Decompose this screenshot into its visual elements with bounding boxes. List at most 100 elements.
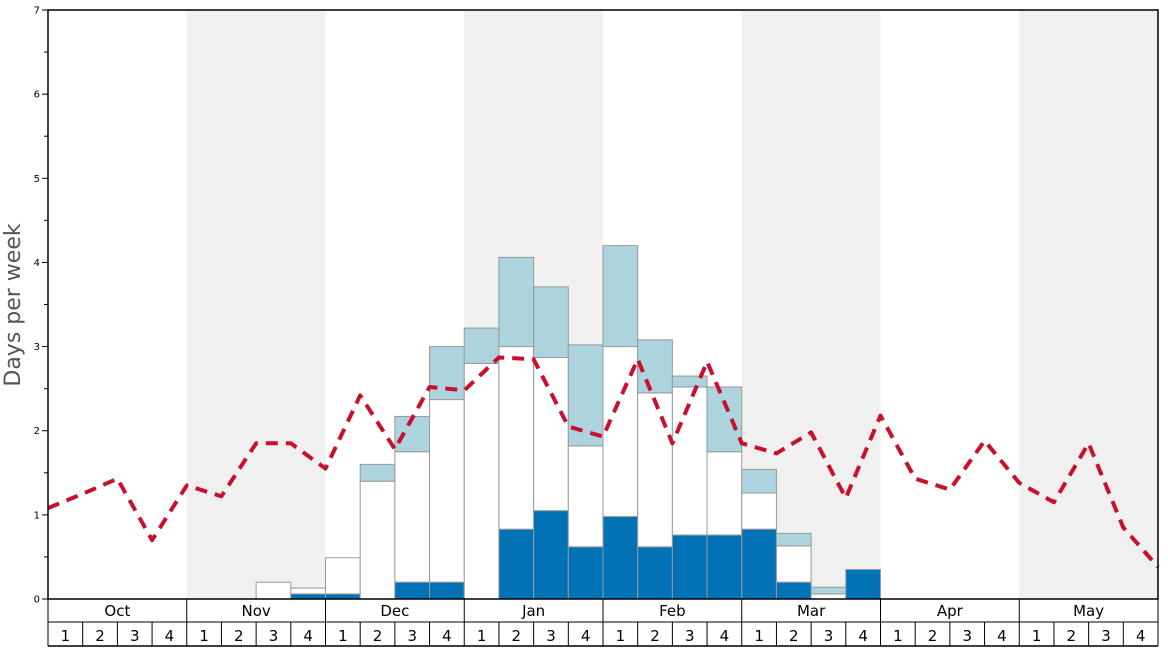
week-label: 2 <box>95 627 105 645</box>
y-tick-label: 6 <box>34 90 40 101</box>
bar-white-segment <box>810 593 847 600</box>
month-label-oct: Oct <box>104 602 130 620</box>
week-label: 2 <box>928 627 938 645</box>
y-tick-label: 3 <box>34 342 40 353</box>
month-label-mar: Mar <box>797 602 826 620</box>
week-label: 2 <box>789 627 799 645</box>
week-label: 3 <box>962 627 972 645</box>
y-axis-title: Days per week <box>1 223 26 386</box>
bar-light-segment <box>671 375 708 388</box>
bar-light-segment <box>810 586 847 595</box>
bar-white-segment <box>394 451 431 583</box>
bar-dark-segment <box>567 546 604 600</box>
y-axis-layer: 0 1 2 3 4 5 6 7 <box>34 6 48 606</box>
y-tick-label: 7 <box>34 6 40 17</box>
bar-light-segment <box>602 245 639 348</box>
bar-light-segment <box>429 346 465 401</box>
x-axis-layer: Oct Nov Dec Jan Feb Mar Apr May 1 2 3 4 1 2 3 4 1 2 3 4 1 2 3 4… <box>47 599 1159 647</box>
bar-white-segment <box>706 451 743 536</box>
bar-light-segment <box>567 344 604 447</box>
bar-dark-segment <box>637 546 673 600</box>
bar-dark-segment <box>429 581 465 600</box>
week-label: 1 <box>61 627 71 645</box>
line-layer <box>47 355 1160 569</box>
week-label: 1 <box>338 627 348 645</box>
y-tick-label: 0 <box>34 595 40 606</box>
y-tick-label: 2 <box>34 426 40 437</box>
bar-dark-segment <box>602 516 639 600</box>
week-label: 1 <box>477 627 487 645</box>
bar-white-segment <box>775 545 812 583</box>
week-label: 3 <box>407 627 417 645</box>
bar-light-segment <box>706 386 743 453</box>
bars-layer <box>255 245 881 600</box>
week-label: 3 <box>1101 627 1111 645</box>
bar-white-segment <box>533 357 569 512</box>
week-label: 3 <box>546 627 556 645</box>
bar-white-segment <box>741 492 777 530</box>
week-label: 3 <box>824 627 834 645</box>
week-label: 4 <box>442 627 452 645</box>
shade-band-nov <box>186 10 326 599</box>
bar-dark-segment <box>671 534 708 600</box>
week-label: 2 <box>512 627 522 645</box>
bar-light-segment <box>637 339 673 394</box>
shade-band-may <box>1019 10 1158 599</box>
week-label: 4 <box>858 627 868 645</box>
y-tick-label: 4 <box>34 258 40 269</box>
week-label: 1 <box>754 627 764 645</box>
bar-light-segment <box>359 463 396 482</box>
month-label-may: May <box>1073 602 1104 620</box>
y-tick-label: 1 <box>34 510 40 521</box>
bar-white-segment <box>290 587 326 595</box>
week-label: 2 <box>373 627 383 645</box>
bar-light-segment <box>463 327 500 364</box>
week-label: 2 <box>650 627 660 645</box>
bar-white-segment <box>498 346 535 530</box>
bar-dark-segment <box>533 510 569 600</box>
bar-white-segment <box>255 581 292 600</box>
bar-light-segment <box>498 256 535 348</box>
bar-light-segment <box>533 286 569 359</box>
week-label: 3 <box>130 627 140 645</box>
bar-light-segment <box>741 468 777 494</box>
bar-dark-segment <box>845 569 881 600</box>
week-label: 4 <box>1136 627 1146 645</box>
bar-white-segment <box>429 399 465 583</box>
week-label: 4 <box>165 627 175 645</box>
week-label: 3 <box>269 627 279 645</box>
week-label: 1 <box>1032 627 1042 645</box>
bar-white-segment <box>463 362 500 600</box>
bar-white-segment <box>671 386 708 536</box>
week-label: 1 <box>199 627 209 645</box>
bar-dark-segment <box>775 581 812 600</box>
bar-white-segment <box>325 557 361 595</box>
y-tick-label: 5 <box>34 174 40 185</box>
bar-white-segment <box>637 392 673 548</box>
month-label-nov: Nov <box>241 602 270 620</box>
week-label: 2 <box>234 627 244 645</box>
week-label: 1 <box>616 627 626 645</box>
bar-dark-segment <box>290 593 326 600</box>
bar-dark-segment <box>498 528 535 600</box>
month-label-apr: Apr <box>937 602 964 620</box>
bar-dark-segment <box>741 528 777 600</box>
line-series <box>47 355 1160 569</box>
bar-light-segment <box>775 532 812 547</box>
bar-light-segment <box>394 415 431 453</box>
week-label: 4 <box>303 627 313 645</box>
bar-white-segment <box>567 445 604 548</box>
week-label: 4 <box>581 627 591 645</box>
bar-white-segment <box>359 480 396 600</box>
bar-dark-segment <box>394 581 431 600</box>
bar-dark-segment <box>325 593 361 600</box>
week-label: 2 <box>1067 627 1077 645</box>
week-label: 4 <box>997 627 1007 645</box>
bar-dark-segment <box>706 534 743 600</box>
month-label-feb: Feb <box>659 602 686 620</box>
week-label: 4 <box>720 627 730 645</box>
month-label-dec: Dec <box>380 602 409 620</box>
month-label-jan: Jan <box>521 602 545 620</box>
